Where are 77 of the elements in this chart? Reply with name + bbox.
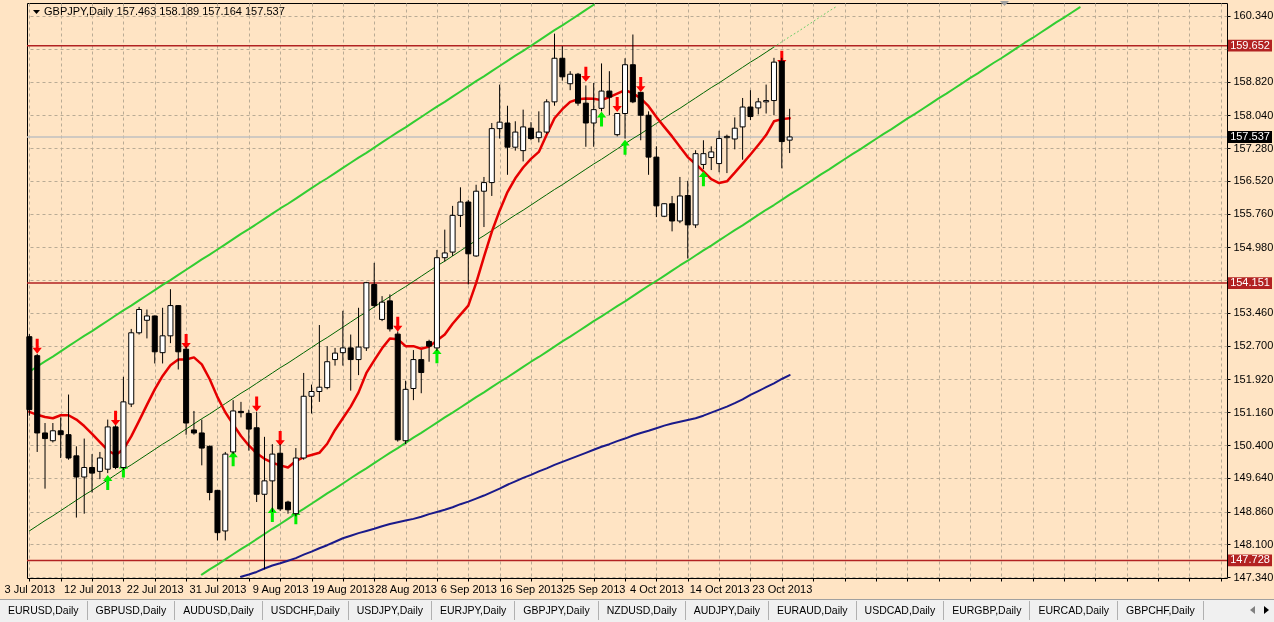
text: AUDUSD,Daily (175, 601, 263, 620)
candlestick (379, 295, 386, 322)
candlestick (614, 113, 621, 137)
ref-line-label: 147.728 (1230, 553, 1270, 566)
line-series (28, 46, 775, 532)
text: EURJPY,Daily (431, 601, 516, 620)
x-tick-label: 14 Oct 2013 (689, 582, 750, 595)
x-tick-label: 23 Oct 2013 (752, 582, 813, 595)
y-tick-label: 156.520 (1233, 174, 1274, 187)
candlestick (245, 409, 252, 452)
candlestick (520, 109, 527, 162)
candlestick (669, 195, 676, 232)
candlestick (763, 84, 770, 115)
y-tick-label: 148.860 (1233, 505, 1274, 518)
y-tick-label: 149.640 (1233, 471, 1274, 484)
line-series (200, 6, 1081, 576)
candlestick (143, 308, 150, 339)
candlestick (49, 422, 56, 443)
candlestick (89, 453, 96, 494)
text: EURUSD,Daily (0, 601, 88, 620)
text: GBPUSD,Daily (87, 601, 176, 620)
candlestick (535, 110, 542, 143)
text: USDCHF,Daily (262, 601, 349, 620)
text: USDJPY,Daily (348, 601, 432, 620)
y-tick-label: 158.820 (1233, 75, 1274, 88)
y-tick-label: 150.400 (1233, 438, 1274, 451)
text: GBPCHF,Daily (1118, 601, 1204, 620)
ref-line-label: 154.151 (1230, 276, 1270, 289)
text: EURCAD,Daily (1030, 601, 1119, 620)
x-tick-label: 9 Aug 2013 (252, 582, 309, 595)
candlestick (136, 306, 143, 336)
text: AUDJPY,Daily (685, 601, 769, 620)
y-tick-label: 160.340 (1233, 9, 1274, 22)
x-tick-label: 3 Jul 2013 (4, 582, 56, 595)
chart-title: GBPJPY,Daily 157.463 158.189 157.164 157.537 (44, 5, 285, 17)
candlestick (480, 176, 487, 228)
candlestick (42, 422, 49, 490)
x-tick-label: 28 Aug 2013 (375, 582, 437, 595)
candlestick (590, 82, 597, 148)
x-tick-label: 12 Jul 2013 (64, 582, 121, 595)
x-tick-label: 22 Jul 2013 (126, 582, 184, 595)
candlestick (723, 134, 730, 174)
candlestick (527, 121, 534, 141)
candlestick (190, 410, 197, 436)
line-series (773, 5, 838, 48)
candlestick (582, 84, 589, 148)
y-tick-label: 158.040 (1233, 108, 1274, 121)
y-tick-label: 147.340 (1233, 570, 1274, 583)
candlestick (237, 401, 244, 418)
x-tick-label: 6 Sep 2013 (440, 582, 497, 595)
text: EURAUD,Daily (768, 601, 857, 620)
y-tick-label: 157.280 (1233, 141, 1274, 154)
candlestick (96, 451, 103, 480)
x-tick-label: 25 Sep 2013 (563, 582, 626, 595)
ref-line-label: 157.537 (1230, 129, 1270, 142)
text: USDCAD,Daily (856, 601, 945, 620)
y-tick-label: 154.980 (1233, 240, 1274, 253)
y-tick-label: 155.760 (1233, 207, 1274, 220)
candlestick (339, 310, 346, 367)
y-tick-label: 151.160 (1233, 405, 1274, 418)
y-tick-label: 153.460 (1233, 306, 1274, 319)
candlestick (731, 116, 738, 150)
y-tick-label: 152.700 (1233, 339, 1274, 352)
text: EURGBP,Daily (944, 601, 1031, 620)
y-tick-label: 148.100 (1233, 537, 1274, 550)
text: GBPJPY,Daily (515, 601, 599, 620)
x-tick-label: 4 Oct 2013 (629, 582, 684, 595)
x-tick-label: 16 Sep 2013 (500, 582, 563, 595)
line-series (239, 374, 791, 578)
text: NZDUSD,Daily (598, 601, 686, 620)
ref-line-label: 159.652 (1230, 38, 1270, 51)
candlestick (426, 339, 433, 363)
candlestick (332, 347, 339, 367)
x-tick-label: 19 Aug 2013 (312, 582, 375, 595)
x-tick-label: 31 Jul 2013 (189, 582, 247, 595)
y-tick-label: 151.920 (1233, 372, 1274, 385)
candlestick (567, 70, 574, 91)
